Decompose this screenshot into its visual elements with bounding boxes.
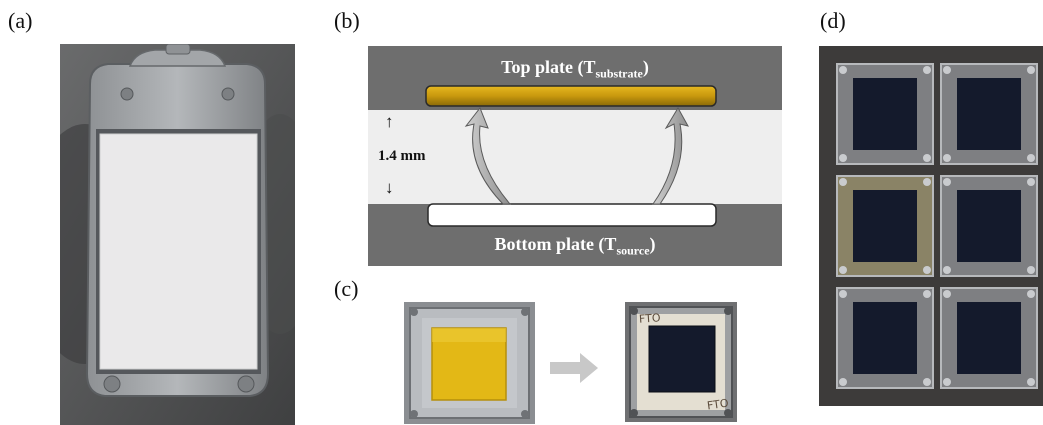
panel-label-d: (d): [820, 8, 846, 33]
dark-film-image: [625, 302, 737, 422]
photo-substrate-holder: [60, 44, 295, 425]
source-plate: [427, 203, 717, 227]
vapor-arrow-left: [464, 107, 512, 205]
schematic-drawing: [368, 46, 782, 266]
bottom-plate-label: Bottom plate (Tsource): [494, 234, 656, 258]
substrate-film: [425, 85, 717, 107]
gap-down-arrow: ↓: [385, 178, 394, 197]
photo-sample-after: FTO FTO: [625, 302, 737, 422]
substrate-holder-image: [60, 44, 295, 425]
sample-substrate: [940, 175, 1038, 277]
sample-substrate: [940, 63, 1038, 165]
photo-sample-grid: [819, 46, 1043, 406]
gap-distance-label: 1.4 mm: [378, 148, 426, 164]
vapor-arrow-right: [652, 107, 689, 205]
handwriting-fto-top: FTO: [638, 311, 661, 326]
sample-substrate: [836, 175, 934, 277]
sample-substrate: [836, 63, 934, 165]
yellow-film-image: [404, 302, 535, 424]
gap-up-arrow: ↑: [385, 112, 394, 131]
gap-region: [368, 110, 782, 204]
schematic-close-space-sublimation: Top plate (Tsubstrate) Bottom plate (Tso…: [368, 46, 782, 266]
sample-substrate: [836, 287, 934, 389]
top-plate-label: Top plate (Tsubstrate): [501, 57, 649, 81]
sample-grid-image: [819, 46, 1043, 406]
panel-label-b: (b): [334, 8, 360, 33]
photo-sample-before: [404, 302, 535, 424]
panel-label-a: (a): [8, 8, 33, 33]
transformation-arrow: [550, 353, 598, 383]
panel-label-c: (c): [334, 276, 359, 301]
sample-substrate: [940, 287, 1038, 389]
